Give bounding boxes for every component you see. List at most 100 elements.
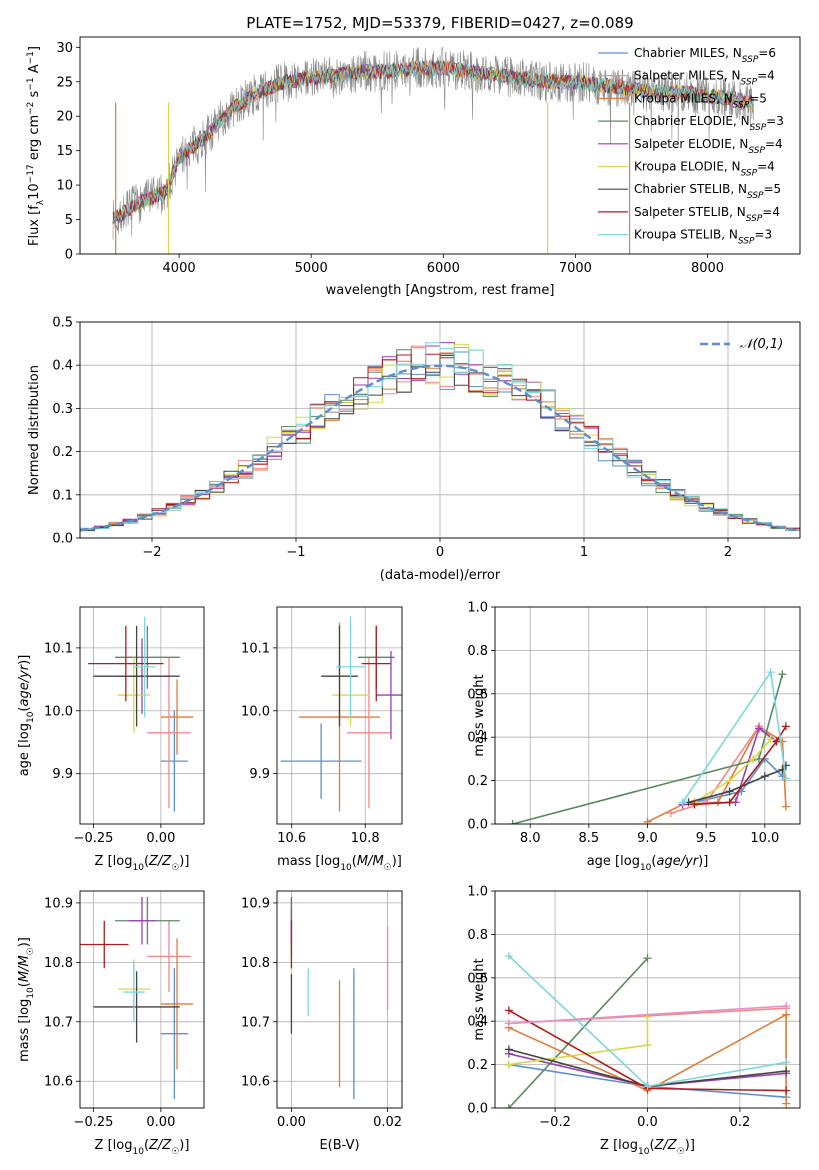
axes-frame bbox=[494, 606, 801, 825]
figure-title: PLATE=1752, MJD=53379, FIBERID=0427, z=0… bbox=[246, 14, 633, 32]
y-tick-label: 0.6 bbox=[467, 687, 488, 702]
y-tick-label: 10.0 bbox=[44, 704, 73, 719]
weight-series-line bbox=[694, 757, 783, 804]
x-tick-label: −0.2 bbox=[539, 1115, 571, 1130]
weight-lines bbox=[504, 952, 791, 1108]
y-tick-label: 10 bbox=[56, 179, 73, 194]
weight-series-line bbox=[693, 738, 772, 803]
x-axis-label: age [log10(age/yr)] bbox=[587, 854, 709, 873]
x-axis-label: Z [log10(Z/Z☉)] bbox=[95, 1138, 190, 1157]
y-axis-label: age [log10(age/yr)] bbox=[17, 655, 36, 777]
x-tick-label: 0.00 bbox=[146, 831, 175, 846]
weight-series-line bbox=[508, 1005, 787, 1025]
x-axis-label: Z [log10(Z/Z☉)] bbox=[95, 854, 190, 873]
weight-marker bbox=[504, 952, 513, 961]
weight-series-line bbox=[508, 957, 649, 1108]
x-tick-label: 10.6 bbox=[277, 831, 306, 846]
y-tick-label: 10.7 bbox=[44, 1015, 73, 1030]
x-tick-label: 0 bbox=[436, 545, 444, 560]
weight-marker bbox=[678, 798, 687, 807]
weight-marker bbox=[643, 1082, 652, 1091]
weight-marker bbox=[690, 800, 699, 809]
weight-marker bbox=[749, 754, 758, 763]
axes-frame bbox=[79, 890, 205, 1109]
legend-label: Chabrier ELODIE, NSSP=3 bbox=[634, 114, 784, 133]
normal-curve bbox=[80, 364, 800, 532]
weight-lines bbox=[508, 668, 790, 824]
weight-marker bbox=[781, 774, 790, 783]
legend-label: Kroupa MILES, NSSP=5 bbox=[634, 91, 767, 110]
y-tick-label: 0.2 bbox=[52, 445, 73, 460]
weight-marker bbox=[782, 1086, 791, 1095]
weight-marker bbox=[760, 772, 769, 781]
y-tick-label: 10.1 bbox=[241, 641, 270, 656]
x-tick-label: 1 bbox=[580, 545, 588, 560]
y-tick-label: 10.6 bbox=[241, 1075, 270, 1090]
x-tick-label: −1 bbox=[286, 545, 305, 560]
y-axis-label: Flux [fλ10−17 erg cm−2 s−1 A−1] bbox=[26, 46, 46, 246]
y-tick-label: 10.7 bbox=[241, 1015, 270, 1030]
weight-series-line bbox=[508, 1016, 649, 1066]
y-tick-label: 25 bbox=[56, 75, 73, 90]
x-tick-label: 0.00 bbox=[277, 1115, 306, 1130]
axes-frame bbox=[276, 606, 403, 825]
legend-label: 𝒩(0,1) bbox=[740, 337, 783, 352]
x-tick-label: 0.2 bbox=[730, 1115, 751, 1130]
weight-series-line bbox=[694, 725, 787, 806]
legend-label: Salpeter STELIB, NSSP=4 bbox=[634, 205, 780, 224]
legend-label: Kroupa STELIB, NSSP=3 bbox=[634, 228, 772, 247]
y-tick-label: 0.2 bbox=[467, 774, 488, 789]
y-tick-label: 10.8 bbox=[241, 956, 270, 971]
x-tick-label: 5000 bbox=[295, 261, 328, 276]
y-tick-label: 0.1 bbox=[52, 488, 73, 503]
legend-label: Chabrier MILES, NSSP=6 bbox=[634, 46, 776, 65]
y-tick-label: 9.9 bbox=[52, 767, 73, 782]
y-tick-label: 10.6 bbox=[44, 1075, 73, 1090]
weight-marker bbox=[782, 1058, 791, 1067]
weight-marker bbox=[782, 1067, 791, 1076]
y-tick-label: 0.0 bbox=[52, 532, 73, 547]
errorbars bbox=[280, 616, 402, 812]
weight-marker bbox=[504, 1019, 513, 1028]
x-axis-label: (data-model)/error bbox=[380, 568, 501, 583]
y-tick-label: 10.0 bbox=[241, 704, 270, 719]
weight-marker bbox=[781, 802, 790, 811]
x-axis-label: mass [log10(M/M☉)] bbox=[277, 854, 402, 873]
x-axis-label: Z [log10(Z/Z☉)] bbox=[600, 1138, 695, 1157]
axes-frame bbox=[276, 890, 403, 1109]
weight-marker bbox=[754, 724, 763, 733]
x-tick-label: 0.00 bbox=[146, 1115, 175, 1130]
errorbars bbox=[88, 616, 194, 812]
y-tick-label: 10.9 bbox=[44, 896, 73, 911]
weight-marker bbox=[781, 722, 790, 731]
weight-marker bbox=[504, 1006, 513, 1015]
histogram-series bbox=[80, 353, 800, 533]
weight-marker bbox=[725, 776, 734, 785]
x-tick-label: 0.02 bbox=[373, 1115, 402, 1130]
y-tick-label: 20 bbox=[56, 110, 73, 125]
y-tick-label: 0.4 bbox=[467, 1015, 488, 1030]
weight-marker bbox=[504, 1045, 513, 1054]
weight-marker bbox=[643, 1041, 652, 1050]
y-tick-label: 1.0 bbox=[467, 601, 488, 616]
weight-marker bbox=[782, 1099, 791, 1108]
axes-frame bbox=[79, 606, 205, 825]
y-tick-label: 10.8 bbox=[44, 956, 73, 971]
spectrum-lines bbox=[112, 47, 754, 254]
y-tick-label: 10.9 bbox=[241, 896, 270, 911]
weight-series-line bbox=[670, 725, 778, 814]
x-tick-label: 4000 bbox=[163, 261, 196, 276]
y-tick-label: 0.6 bbox=[467, 971, 488, 986]
x-tick-label: 0.0 bbox=[637, 1115, 658, 1130]
weight-marker bbox=[725, 787, 734, 796]
x-tick-label: 8.0 bbox=[520, 831, 541, 846]
y-tick-label: 0.2 bbox=[467, 1058, 488, 1073]
weight-marker bbox=[504, 1060, 513, 1069]
x-tick-label: 6000 bbox=[427, 261, 460, 276]
legend-label: Chabrier STELIB, NSSP=5 bbox=[634, 182, 781, 201]
y-axis-label: mass [log10(M/M☉)] bbox=[17, 937, 36, 1062]
histograms bbox=[80, 342, 800, 533]
weight-marker bbox=[643, 817, 652, 824]
weight-marker bbox=[643, 954, 652, 963]
